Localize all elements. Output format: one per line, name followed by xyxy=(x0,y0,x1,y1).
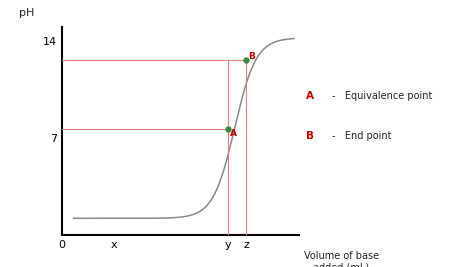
Text: A: A xyxy=(306,91,314,101)
Text: A: A xyxy=(230,129,237,138)
Text: Volume of base
added (mL): Volume of base added (mL) xyxy=(304,251,379,267)
Text: -   Equivalence point: - Equivalence point xyxy=(332,91,432,101)
Text: B: B xyxy=(248,52,255,61)
Text: B: B xyxy=(306,131,314,141)
Text: pH: pH xyxy=(19,8,34,18)
Text: -   End point: - End point xyxy=(332,131,392,141)
